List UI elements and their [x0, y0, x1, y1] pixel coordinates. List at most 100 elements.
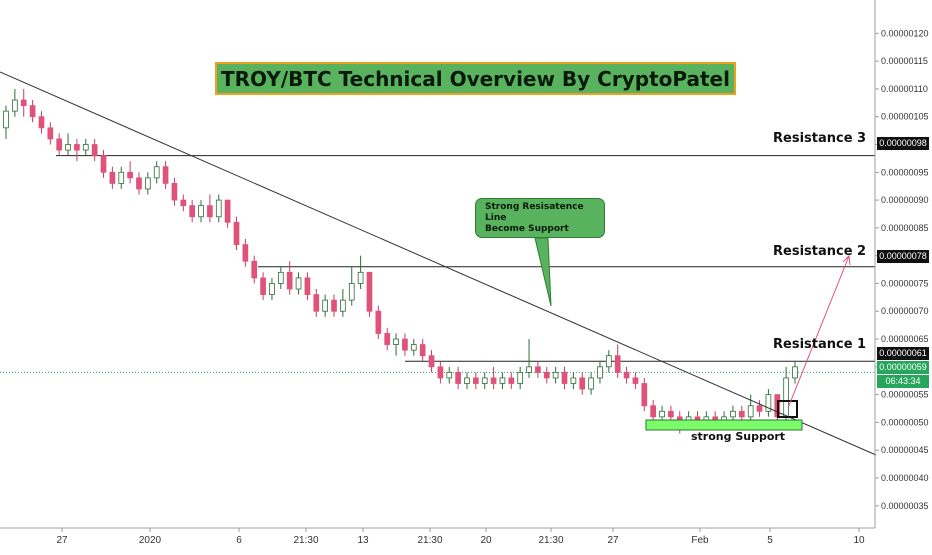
- y-tick-label: 0.00000045: [881, 445, 929, 455]
- candle-body: [623, 371, 630, 379]
- y-tick-label: 0.00000055: [881, 390, 929, 400]
- candle-body: [12, 99, 18, 112]
- resistance-3-label: Resistance 3: [773, 131, 867, 146]
- candle-body: [29, 105, 36, 118]
- x-tick-label: 21:30: [417, 535, 442, 546]
- candle-body: [348, 283, 355, 301]
- candle-body: [82, 144, 89, 151]
- resistance-1-label: Resistance 1: [773, 337, 867, 352]
- resistance-2-label: Resistance 2: [773, 244, 867, 259]
- candle-body: [357, 271, 364, 284]
- candle-body: [277, 271, 284, 284]
- x-tick-label: 10: [853, 535, 865, 546]
- x-tick-label: 21:30: [538, 535, 563, 546]
- callout-pointer: [534, 237, 552, 307]
- candle-body: [747, 405, 754, 418]
- price-badge-r2: 0.00000078: [877, 250, 929, 263]
- candle-body: [614, 355, 621, 373]
- candle-body: [56, 138, 63, 151]
- x-tick-label: 5: [767, 535, 773, 546]
- candle-body: [74, 144, 80, 151]
- countdown-badge: 06:43:34: [877, 375, 929, 388]
- candle-body: [136, 177, 142, 190]
- candle-body: [366, 271, 373, 312]
- candle-body: [91, 144, 98, 157]
- y-tick-label: 0.00000120: [881, 28, 929, 38]
- callout-line-2: Become Support: [485, 223, 569, 234]
- candle-body: [783, 377, 789, 418]
- price-badge-r1: 0.00000061: [877, 347, 929, 360]
- candle-body: [251, 260, 258, 279]
- candle-body: [215, 199, 222, 218]
- candle-body: [331, 299, 337, 312]
- y-tick-label: 0.00000115: [881, 56, 928, 66]
- y-tick-label: 0.00000035: [881, 501, 929, 511]
- candle-body: [127, 171, 133, 179]
- candle-body: [419, 344, 426, 357]
- candle-body: [499, 377, 506, 384]
- candle-body: [162, 166, 169, 184]
- candle-body: [464, 377, 470, 384]
- candle-body: [20, 99, 27, 107]
- candle-body: [207, 205, 213, 218]
- candle-body: [508, 377, 515, 384]
- candle-body: [543, 371, 550, 379]
- y-tick-label: 0.00000075: [881, 278, 929, 288]
- x-tick-label: 2020: [139, 535, 162, 546]
- breakout-box: [777, 400, 798, 418]
- candle-body: [428, 355, 435, 368]
- candle-body: [738, 410, 745, 418]
- projection-arrowhead: [842, 254, 851, 266]
- candle-body: [269, 283, 275, 295]
- x-tick-label: Feb: [691, 535, 709, 546]
- candle-body: [526, 366, 532, 373]
- drawings: [0, 71, 877, 456]
- candle-body: [792, 366, 798, 379]
- candles: [3, 88, 798, 434]
- candle-body: [605, 355, 612, 368]
- candle-body: [109, 171, 116, 184]
- price-badge-r3: 0.00000098: [877, 137, 929, 150]
- y-tick-label: 0.00000105: [881, 112, 929, 122]
- candle-body: [437, 366, 444, 379]
- candle-body: [145, 177, 151, 190]
- candle-body: [570, 377, 577, 384]
- candle-body: [552, 371, 559, 379]
- candle-body: [659, 410, 665, 418]
- candle-body: [198, 205, 204, 218]
- candle-body: [65, 144, 71, 151]
- x-tick-label: 20: [480, 535, 492, 546]
- y-tick-label: 0.00000040: [881, 473, 929, 483]
- resistance-levels: [0, 155, 875, 373]
- candle-body: [38, 116, 45, 129]
- candle-body: [100, 155, 107, 173]
- candle-body: [402, 338, 408, 351]
- candle-body: [375, 310, 382, 334]
- y-tick-label: 0.00000065: [881, 334, 929, 344]
- x-tick-label: 27: [607, 535, 619, 546]
- y-tick-label: 0.00000110: [881, 84, 928, 94]
- candle-body: [410, 344, 417, 351]
- candle-body: [286, 271, 293, 290]
- candle-body: [393, 338, 399, 345]
- candle-body: [490, 377, 497, 384]
- candle-body: [242, 244, 249, 262]
- candle-body: [756, 405, 763, 412]
- candle-body: [47, 127, 54, 140]
- x-tick-label: 21:30: [293, 535, 318, 546]
- candle-body: [481, 377, 488, 384]
- projection-arrow: [787, 255, 850, 409]
- candle-body: [730, 410, 736, 418]
- candle-body: [233, 221, 240, 245]
- x-tick-label: 13: [357, 535, 369, 546]
- y-tick-label: 0.00000095: [881, 167, 929, 177]
- trendline: [0, 71, 877, 456]
- support-zone: [645, 419, 803, 431]
- candle-body: [295, 277, 302, 290]
- candle-body: [3, 110, 9, 129]
- candle-body: [224, 199, 231, 223]
- candle-body: [446, 371, 453, 379]
- candle-body: [180, 199, 187, 207]
